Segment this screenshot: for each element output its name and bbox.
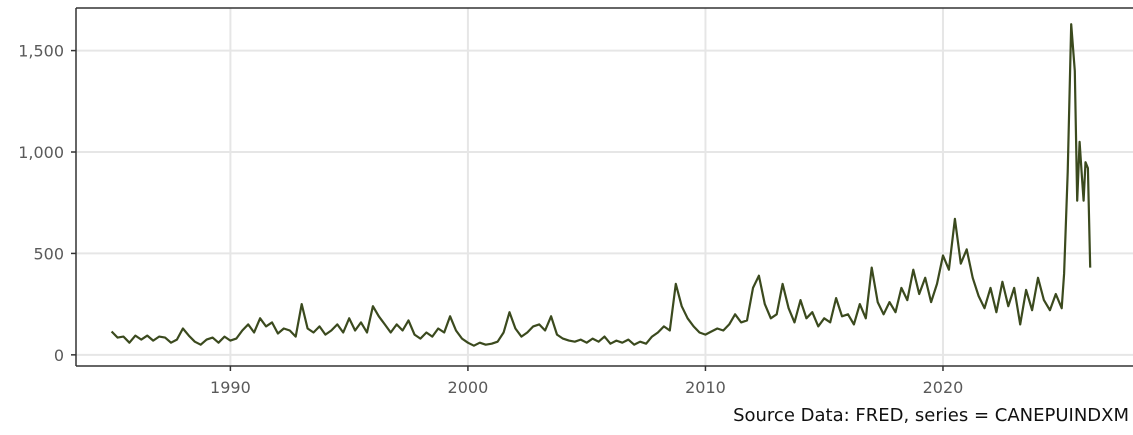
tick-labels: 0 500 1,000 1,500 1990 2000 2010 2020 <box>18 42 963 397</box>
x-tick-label: 2020 <box>923 378 964 397</box>
x-tick-label: 1990 <box>210 378 251 397</box>
y-tick-label: 0 <box>54 346 64 365</box>
series-layer <box>110 23 1092 347</box>
x-tick-label: 2000 <box>448 378 489 397</box>
y-tick-label: 500 <box>33 244 64 263</box>
source-caption: Source Data: FRED, series = CANEPUINDXM <box>733 405 1129 426</box>
gridlines <box>76 8 1133 366</box>
y-tick-label: 1,500 <box>18 42 64 61</box>
axes <box>71 7 1133 371</box>
y-tick-label: 1,000 <box>18 143 64 162</box>
series-line-0 <box>110 23 1092 347</box>
x-tick-label: 2010 <box>685 378 726 397</box>
